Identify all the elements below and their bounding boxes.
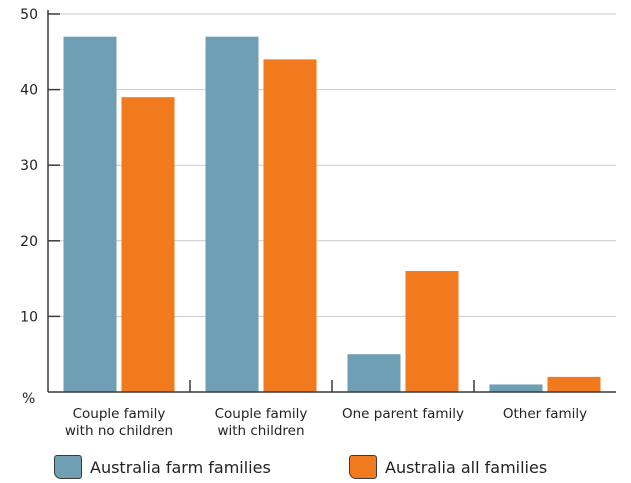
y-tick-label: 30 — [20, 158, 38, 174]
legend-label-farm: Australia farm families — [90, 457, 271, 477]
legend-swatch-all — [349, 455, 377, 479]
y-tick-label: 10 — [20, 309, 38, 325]
bar-all-2 — [405, 271, 459, 392]
bar-all-1 — [263, 59, 317, 393]
y-tick-label: 50 — [20, 7, 38, 23]
x-tick-label: Couple family — [215, 406, 308, 422]
bar-farm-2 — [347, 354, 401, 392]
bar-farm-1 — [205, 36, 259, 393]
legend-label-all: Australia all families — [385, 457, 548, 477]
bars — [63, 36, 601, 393]
x-tick-label: with no children — [65, 423, 173, 439]
y-axis-label: % — [22, 391, 35, 407]
y-axis: 10 20 30 40 50% — [20, 7, 60, 407]
x-tick-label: with children — [217, 423, 304, 439]
bar-farm-0 — [63, 36, 117, 393]
bar-all-3 — [547, 376, 601, 392]
x-tick-label: One parent family — [342, 406, 464, 422]
legend-swatch-farm — [54, 455, 82, 479]
legend-item-farm: Australia farm families — [54, 455, 271, 479]
x-tick-label: Couple family — [73, 406, 166, 422]
y-tick-label: 40 — [20, 83, 38, 99]
x-tick-label: Other family — [503, 406, 587, 422]
bar-all-0 — [121, 97, 175, 392]
legend-item-all: Australia all families — [349, 455, 547, 479]
bar-farm-3 — [489, 384, 543, 392]
y-tick-label: 20 — [20, 234, 38, 250]
